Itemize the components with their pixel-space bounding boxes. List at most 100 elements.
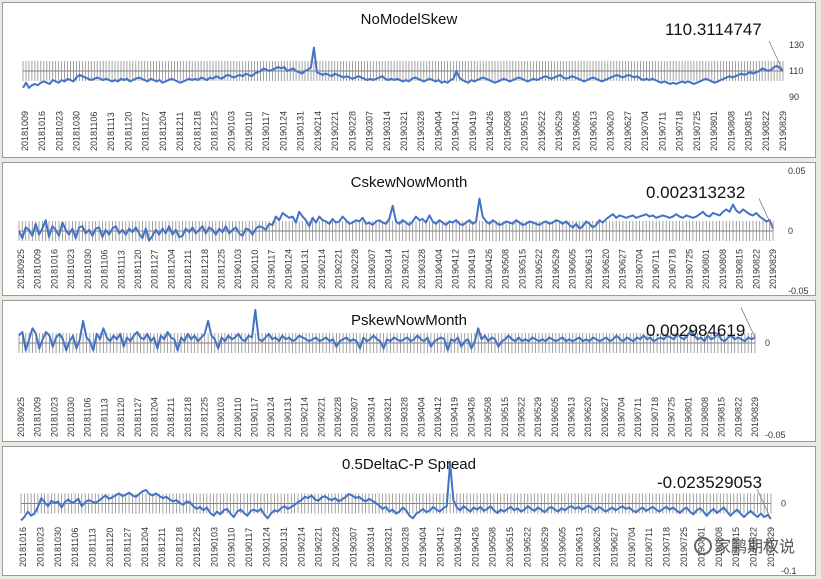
x-tick-label: 20181211 [166,398,176,437]
x-tick-label: 20181106 [83,398,93,437]
x-tick-label: 20190529 [540,527,550,567]
x-tick-label: 20190711 [644,528,654,567]
x-tick-label: 20190321 [399,111,409,151]
x-tick-label: 20190808 [718,249,728,289]
x-axis-ticks [18,221,774,241]
x-tick-label: 20181113 [99,398,109,437]
x-tick-label: 20190515 [500,397,510,437]
x-tick-label: 20190508 [502,111,512,151]
x-tick-label: 20181127 [122,528,132,567]
x-tick-labels: 20180925 20181009 20181016 20181023 20181030… [16,249,778,289]
x-tick-label: 20190620 [583,397,593,437]
x-tick-label: 20181218 [175,527,185,567]
chart-annotation: 110.3114747 [665,20,762,39]
x-tick-label: 20190117 [261,112,271,151]
x-tick-label: 20190711 [633,398,643,437]
x-tick-label: 20190117 [267,250,277,289]
x-tick-label: 20190419 [468,111,478,151]
y-tick-label: 110 [789,66,803,76]
x-tick-label: 20190711 [657,112,667,151]
x-tick-label: 20181023 [49,397,59,437]
annotation-leader [758,198,774,229]
x-tick-label: 20190110 [227,528,237,567]
chart-spread: 20181016 20181023 20181030 20181106 20181113… [18,462,797,575]
annotation-leader [756,488,772,520]
x-tick-label: 20181218 [183,397,193,437]
x-tick-label: 20190801 [683,397,693,437]
x-tick-label: 20190627 [623,111,633,151]
x-tick-label: 20190613 [589,111,599,151]
x-tick-label: 20181009 [33,249,43,289]
x-tick-label: 20190221 [314,527,324,567]
x-tick-label: 20190321 [400,249,410,289]
x-tick-label: 20181016 [18,527,28,567]
chart-title: PskewNowMonth [351,312,467,329]
x-tick-label: 20190307 [350,397,360,437]
x-tick-label: 20181127 [150,250,160,289]
x-tick-label: 20190110 [233,398,243,437]
x-tick-label: 20190314 [384,249,394,289]
x-tick-label: 20190725 [679,527,689,567]
y-tick-label: 0 [765,338,770,348]
series-line [20,462,772,522]
x-tick-label: 20190605 [571,111,581,151]
x-tick-label: 20181030 [66,397,76,437]
chart-nomodelskew: 20181009 20181016 20181023 20181030 20181106… [20,40,804,151]
x-tick-label: 20190214 [296,527,306,567]
x-tick-label: 20190214 [317,249,327,289]
x-tick-label: 20190328 [400,397,410,437]
x-tick-label: 20181113 [116,250,126,289]
chart-annotation: 0.002984619 [646,321,746,340]
x-tick-label: 20190508 [483,397,493,437]
x-tick-label: 20190131 [296,111,306,151]
chart-cskewnowmonth: 20180925 20181009 20181016 20181023 20181030… [16,166,809,295]
chart-panel-pskew: 20180925 20181009 20181023 20181030 20181106… [2,300,816,442]
x-tick-label: 20190529 [533,397,543,437]
x-tick-label: 20190801 [701,249,711,289]
x-tick-label: 20190522 [523,527,533,567]
x-tick-label: 20190522 [537,111,547,151]
x-tick-label: 20190117 [250,398,260,437]
x-tick-label: 20190822 [751,249,761,289]
x-tick-label: 20190131 [279,527,289,567]
x-tick-label: 20190620 [606,111,616,151]
x-tick-label: 20190307 [349,527,359,567]
x-tick-label: 20190808 [726,111,736,151]
x-tick-label: 20181113 [88,528,98,567]
x-tick-label: 20190822 [749,527,759,567]
x-tick-label: 20181127 [141,112,151,151]
x-tick-label: 20190822 [761,111,771,151]
x-tick-label: 20190103 [216,397,226,437]
chart-panel-cskew: 20180925 20181009 20181016 20181023 20181030… [2,162,816,296]
x-tick-label: 20190801 [709,111,719,151]
annotation-leader [768,40,784,72]
x-tick-label: 20181218 [200,249,210,289]
x-tick-label: 20190131 [283,397,293,437]
x-tick-label: 20181211 [175,112,185,151]
x-tick-label: 20181218 [192,111,202,151]
x-tick-label: 20190214 [313,111,323,151]
y-tick-labels: 0 -0.05 [765,338,786,440]
x-tick-label: 20181204 [150,397,160,437]
x-tick-label: 20190110 [244,112,254,151]
x-tick-label: 20181030 [72,111,82,151]
x-tick-label: 20181211 [157,528,167,567]
x-tick-label: 20181023 [66,249,76,289]
x-tick-label: 20190412 [436,527,446,567]
x-tick-label: 20190314 [382,111,392,151]
x-tick-label: 20190328 [416,111,426,151]
x-tick-label: 20190515 [505,527,515,567]
x-tick-label: 20190221 [330,111,340,151]
x-tick-label: 20190829 [778,111,788,151]
x-tick-label: 20190426 [470,527,480,567]
x-tick-labels: 20181009 20181016 20181023 20181030 20181106… [20,111,788,151]
x-tick-label: 20190829 [750,397,760,437]
chart-panel-spread: 20181016 20181023 20181030 20181106 20181113… [2,446,816,576]
x-tick-label: 20190131 [300,249,310,289]
x-tick-label: 20190704 [634,249,644,289]
x-tick-label: 20181106 [70,528,80,567]
x-tick-labels: 20181016 20181023 20181030 20181106 20181113… [18,527,776,567]
x-tick-label: 20190815 [731,527,741,567]
chart-title: CskewNowMonth [350,174,468,191]
x-tick-label: 20190314 [366,527,376,567]
